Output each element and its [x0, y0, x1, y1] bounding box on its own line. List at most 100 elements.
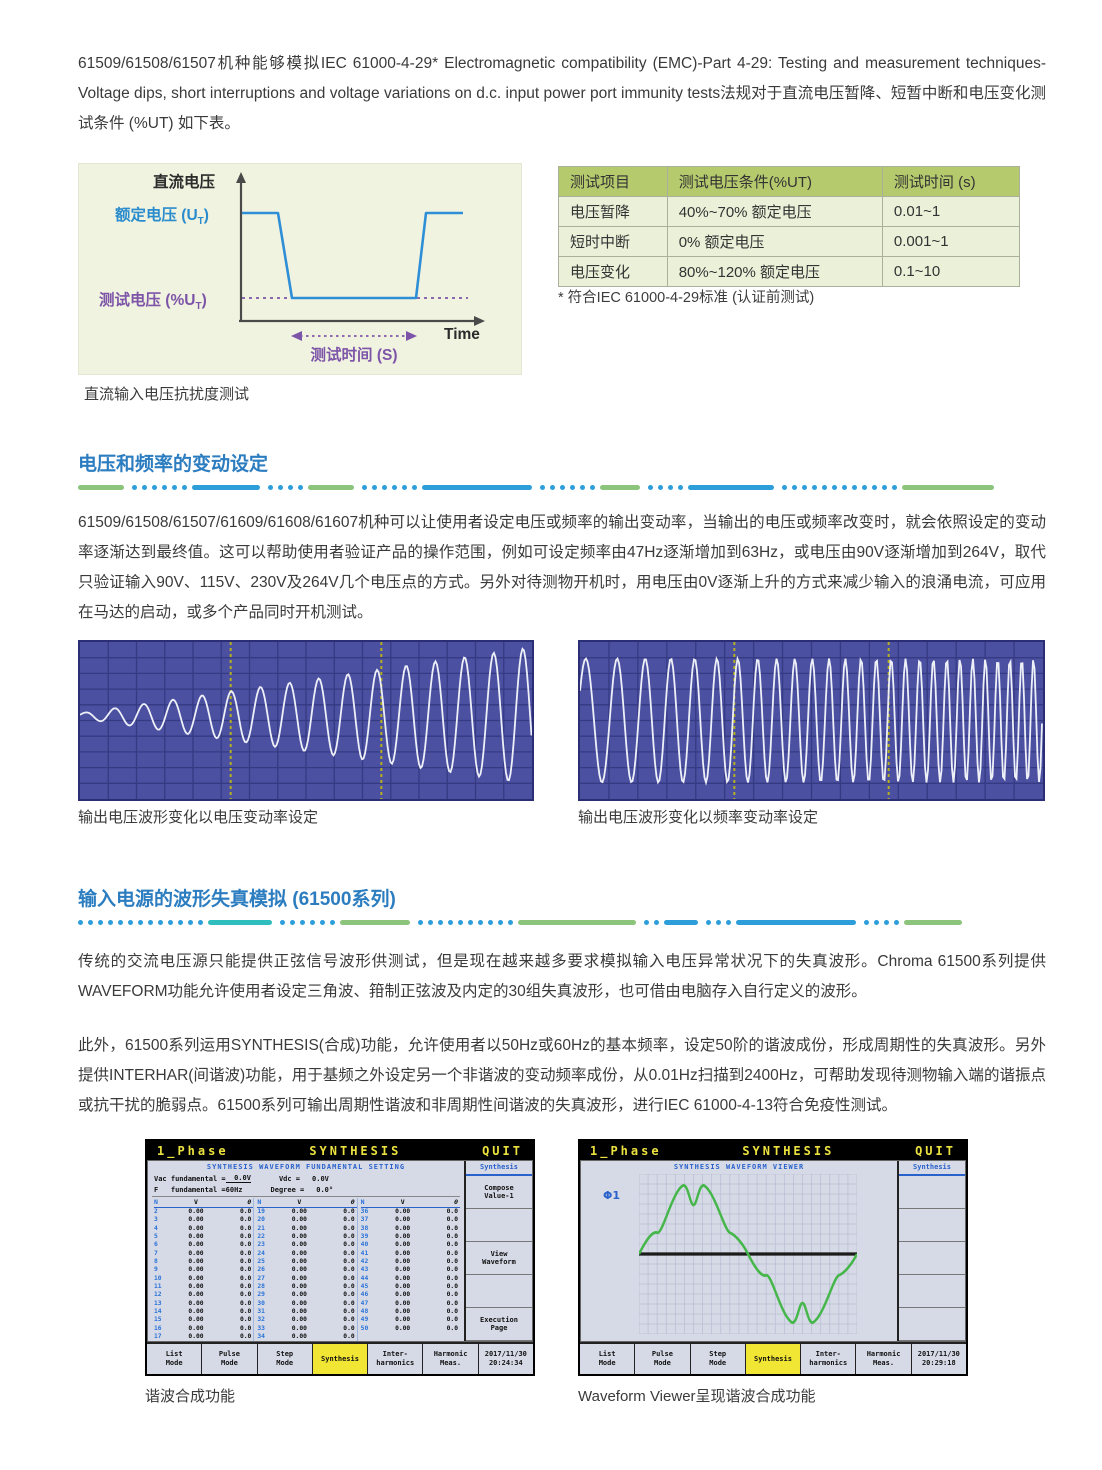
- vac-label: Vac fundamental =: [154, 1174, 226, 1183]
- synthesized-waveform-plot: [639, 1174, 857, 1334]
- divider-dot: [392, 484, 397, 490]
- divider-dot: [644, 919, 649, 925]
- section2-divider: [78, 919, 1045, 925]
- table-cell: 0.01~1: [881, 196, 1021, 227]
- divider-dot: [162, 484, 167, 490]
- harmonics-row: 23 0.00 0.0: [257, 1241, 355, 1249]
- divider-dot: [298, 484, 303, 490]
- divider-dot: [448, 919, 453, 925]
- divider-dot: [716, 919, 721, 925]
- harmonics-row: 45 0.00 0.0: [360, 1283, 458, 1291]
- harmonics-row: 13 0.00 0.0: [154, 1299, 252, 1307]
- section1-paragraph: 61509/61508/61507/61609/61608/61607机种可以让…: [78, 513, 1046, 621]
- divider-dot: [590, 484, 595, 490]
- divider-dot: [874, 919, 879, 925]
- softkey-harmonicmeas: Harmonic Meas.: [855, 1344, 910, 1374]
- harmonics-row: 33 0.00 0.0: [257, 1324, 355, 1332]
- vdc-label: Vdc =: [278, 1174, 301, 1183]
- degree-label: Degree =: [270, 1185, 305, 1194]
- sidebar-box-empty: [899, 1308, 965, 1341]
- sidebar-header: Synthesis: [899, 1161, 965, 1176]
- divider-dot: [152, 484, 157, 490]
- harmonics-row: 2 0.00 0.0: [154, 1208, 252, 1215]
- synthesis-viewer-screen: 1_Phase SYNTHESIS QUIT SYNTHESIS WAVEFOR…: [578, 1139, 968, 1376]
- divider-dot: [438, 919, 443, 925]
- harmonics-row: 4 0.00 0.0: [154, 1224, 252, 1232]
- harmonics-row: 48 0.00 0.0: [360, 1308, 458, 1316]
- divider-dot: [668, 484, 673, 490]
- softkey-pulsemode: Pulse Mode: [201, 1344, 256, 1374]
- divider-dot: [648, 484, 653, 490]
- harmonics-row: 12 0.00 0.0: [154, 1291, 252, 1299]
- divider-dot: [894, 919, 899, 925]
- softkey-listmode: List Mode: [165, 1350, 183, 1367]
- synthesis-setting-screen: 1_Phase SYNTHESIS QUIT SYNTHESIS WAVEFOR…: [145, 1139, 535, 1376]
- harmonics-row: 42 0.00 0.0: [360, 1258, 458, 1266]
- diagram-duration-label: 测试时间 (S): [310, 347, 398, 364]
- divider-dash: [208, 919, 272, 925]
- harmonics-row: 19 0.00 0.0: [257, 1208, 355, 1215]
- viewer-sidebar: Synthesis: [897, 1161, 965, 1341]
- divider-dot: [540, 484, 545, 490]
- harmonics-row: 31 0.00 0.0: [257, 1308, 355, 1316]
- table-cell: 0.001~1: [881, 226, 1021, 257]
- harmonics-row: 8 0.00 0.0: [154, 1258, 252, 1266]
- section1-divider: [78, 484, 1045, 490]
- divider-dot: [882, 484, 887, 490]
- divider-dot: [468, 919, 473, 925]
- section2-paragraph2: 此外，61500系列运用SYNTHESIS(合成)功能，允许使用者以50Hz或6…: [78, 1036, 1046, 1114]
- divider-dot: [382, 484, 387, 490]
- softkey-harmonicmeas: Harmonic Meas.: [422, 1344, 477, 1374]
- sidebar-button: View Waveform: [466, 1242, 532, 1275]
- diagram-x-axis-label: Time: [444, 326, 480, 343]
- divider-dot: [872, 484, 877, 490]
- divider-dot: [654, 919, 659, 925]
- screen-phase-mode: 1_Phase: [590, 1143, 662, 1158]
- divider-dot: [678, 484, 683, 490]
- divider-dash: [600, 484, 640, 490]
- voltage-slew-waveform-image: [78, 640, 534, 801]
- divider-dot: [478, 919, 483, 925]
- sidebar-button: Compose Value-1: [466, 1176, 532, 1209]
- harmonics-row: 10 0.00 0.0: [154, 1274, 252, 1282]
- harmonics-row: 29 0.00 0.0: [257, 1291, 355, 1299]
- divider-dot: [148, 919, 153, 925]
- fundamental-params: Vac fundamental = 0.0V Vdc = 0.0V F fundam…: [148, 1171, 464, 1195]
- harmonics-row: 28 0.00 0.0: [257, 1283, 355, 1291]
- divider-dot: [560, 484, 565, 490]
- divider-dot: [278, 484, 283, 490]
- divider-dot: [570, 484, 575, 490]
- harmonics-row: 22 0.00 0.0: [257, 1233, 355, 1241]
- divider-dot: [862, 484, 867, 490]
- divider-dot: [852, 484, 857, 490]
- softkey-stepmode: Step Mode: [256, 1344, 312, 1374]
- harmonics-row: 15 0.00 0.0: [154, 1316, 252, 1324]
- degree-value: 0.0°: [316, 1185, 334, 1194]
- table-cell: 电压变化: [558, 256, 668, 287]
- table-header-cell: 测试项目: [558, 166, 668, 197]
- divider-dot: [706, 919, 711, 925]
- divider-dot: [78, 919, 83, 925]
- divider-dot: [158, 919, 163, 925]
- divider-dot: [498, 919, 503, 925]
- sidebar-header: Synthesis: [466, 1161, 532, 1176]
- table-cell: 0.1~10: [881, 256, 1021, 287]
- divider-dot: [330, 919, 335, 925]
- divider-dash: [308, 484, 354, 490]
- harmonics-row: 25 0.00 0.0: [257, 1258, 355, 1266]
- divider-dot: [280, 919, 285, 925]
- frequency-slew-waveform-image: [578, 640, 1045, 801]
- harmonics-row: 34 0.00 0.0: [257, 1333, 355, 1341]
- divider-dot: [580, 484, 585, 490]
- diagram-y-axis-label: 直流电压: [153, 174, 216, 191]
- table-cell: 80%~120% 额定电压: [666, 256, 883, 287]
- intro-paragraph: 61509/61508/61507机种能够模拟IEC 61000-4-29* E…: [78, 54, 1046, 132]
- divider-dot: [812, 484, 817, 490]
- harmonics-row: 40 0.00 0.0: [360, 1241, 458, 1249]
- divider-dot: [88, 919, 93, 925]
- divider-dot: [362, 484, 367, 490]
